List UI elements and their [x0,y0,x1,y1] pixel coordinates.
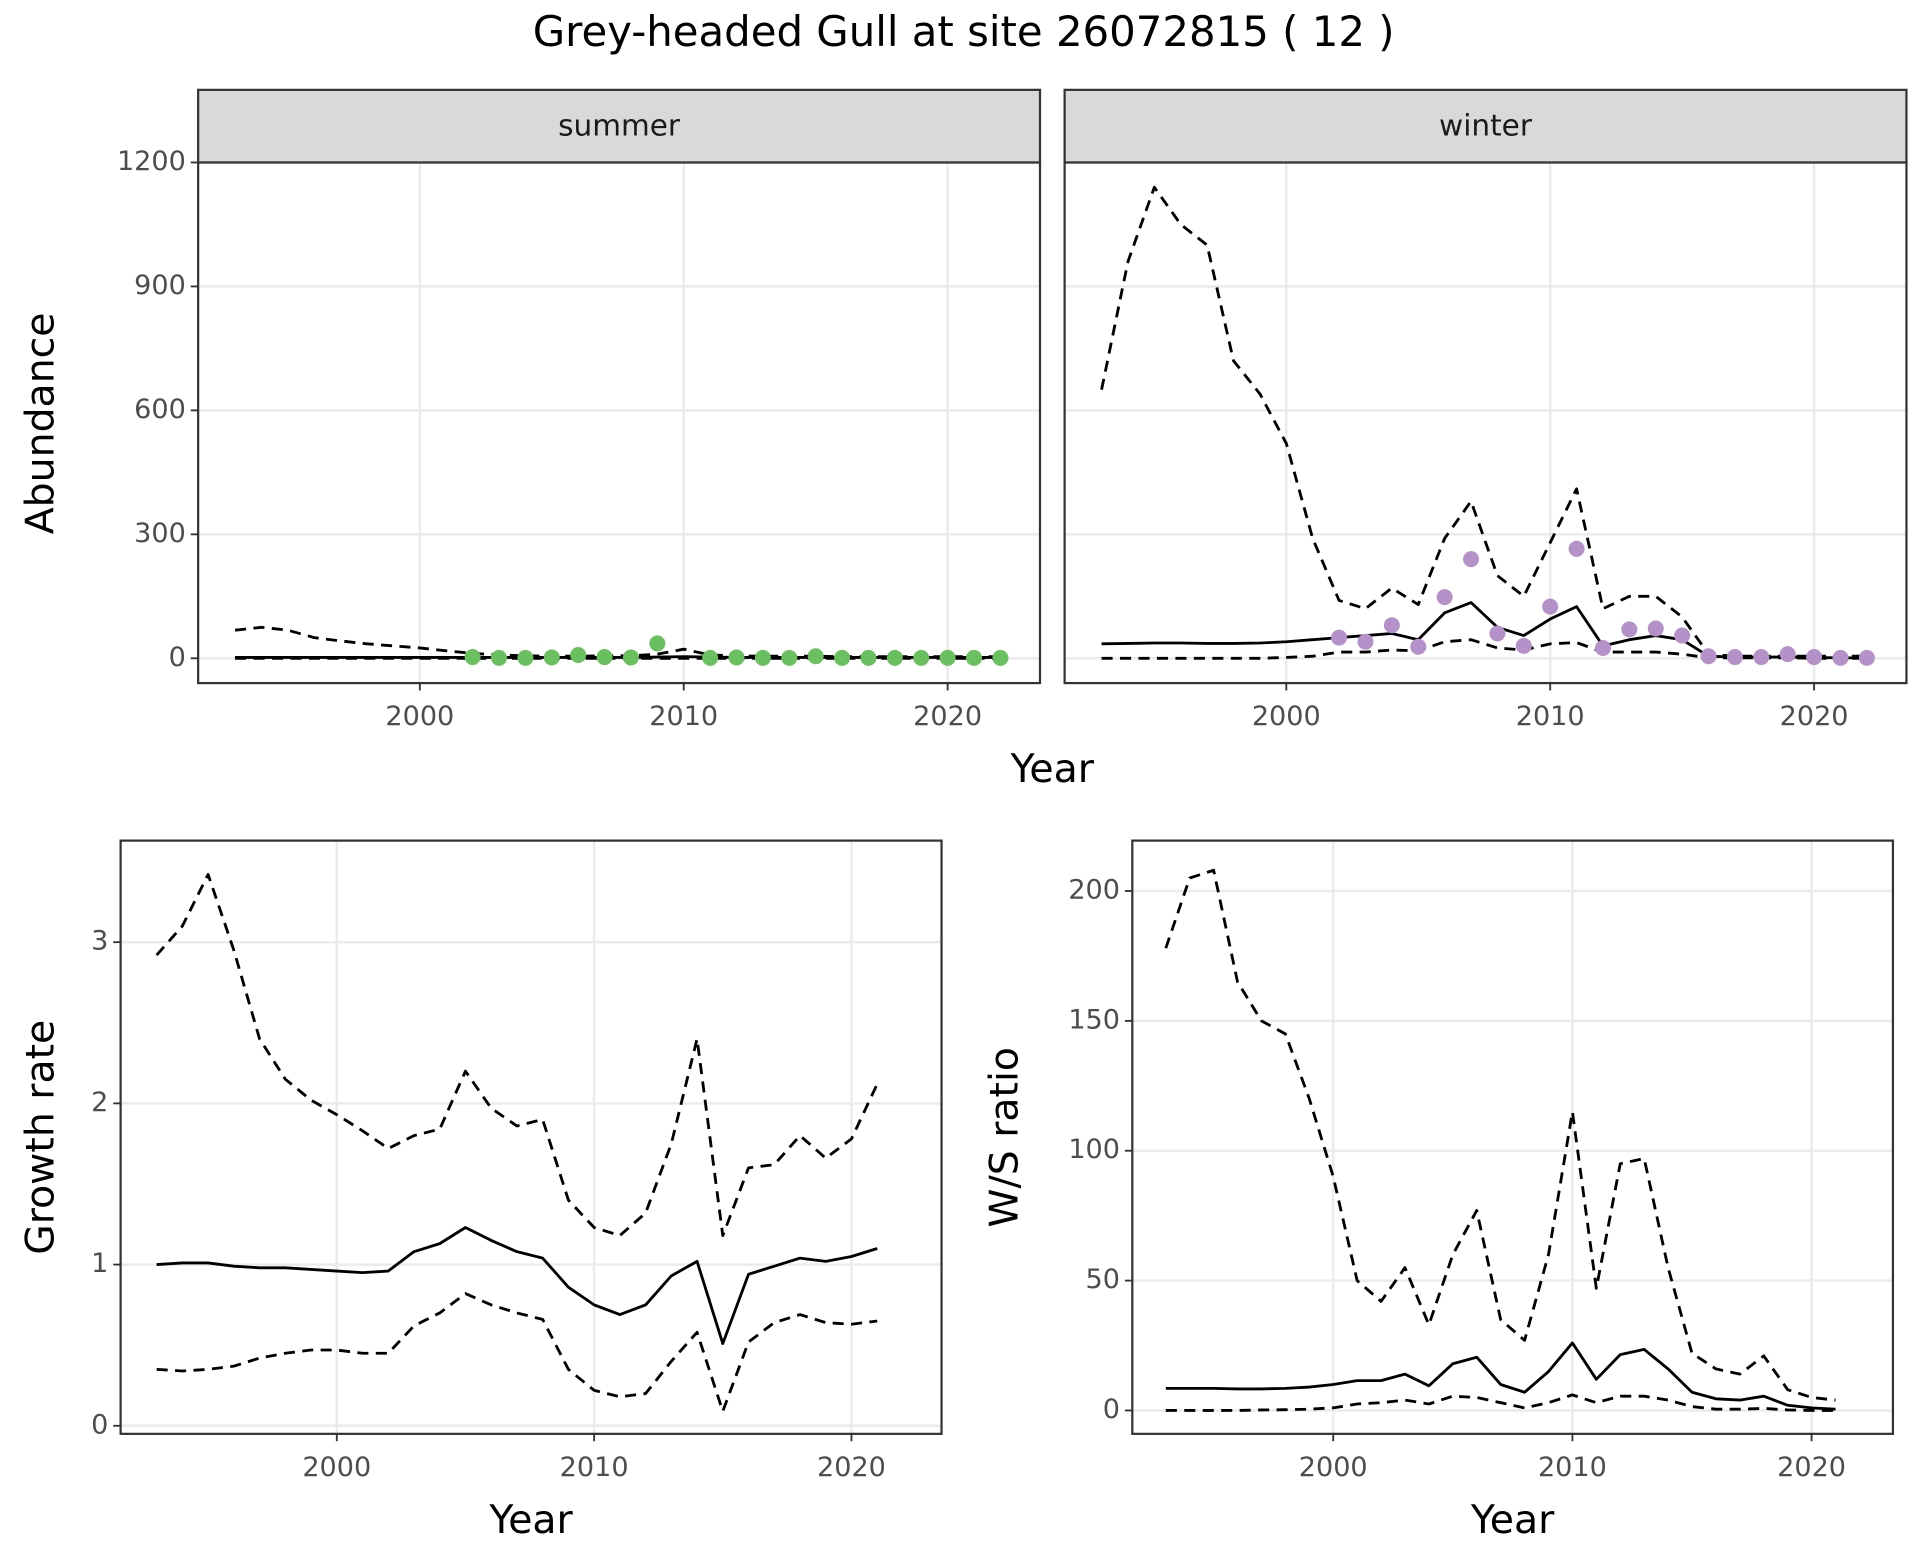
data-point [1726,649,1743,666]
strip [1063,88,1908,164]
y-axis-title: W/S ratio [981,1047,1027,1228]
data-point [1463,551,1480,568]
panel-background [1132,840,1893,1434]
x-tick-label: 2010 [1516,701,1585,732]
data-point [1357,633,1374,650]
strip [197,88,1042,164]
y-tick-label: 300 [134,518,186,549]
panel-background [1064,162,1907,684]
bound-line [156,1292,878,1413]
y-tick-label: 0 [91,1409,108,1440]
y-tick-label: 0 [1103,1394,1120,1425]
x-tick-label: 2020 [817,1452,886,1483]
data-point [1542,598,1559,615]
data-point [992,649,1009,666]
data-point [966,649,983,666]
data-point [570,646,587,663]
y-tick-label: 1 [91,1248,108,1279]
x-tick-label: 2010 [1538,1452,1607,1483]
x-tick-label: 2000 [385,701,454,732]
data-point [1753,649,1770,666]
panel-border [1131,839,1895,1435]
data-point [464,649,481,666]
data-point [939,649,956,666]
y-tick-label: 600 [134,394,186,425]
data-point [1674,627,1691,644]
data-point [886,649,903,666]
data-point [622,649,639,666]
strip-label: winter [1439,108,1533,142]
data-point [1331,629,1348,646]
x-tick-label: 2010 [649,701,718,732]
data-point [517,649,534,666]
data-point [491,649,508,666]
y-tick-label: 150 [1068,1004,1120,1035]
data-point [1779,646,1796,663]
x-tick-label: 2000 [1299,1452,1368,1483]
y-tick-label: 0 [169,642,186,673]
y-axis-title: Growth rate [18,1020,64,1255]
x-tick-label: 2020 [913,701,982,732]
bound-line [1100,185,1867,658]
data-point [1383,617,1400,634]
data-point [834,649,851,666]
data-point [596,649,613,666]
data-point [1806,649,1823,666]
y-tick-label: 900 [134,270,186,301]
x-tick-label: 2000 [302,1452,371,1483]
y-tick-label: 100 [1068,1134,1120,1165]
data-point [1489,625,1506,642]
data-point [543,649,560,666]
data-point [1832,649,1849,666]
y-tick-label: 200 [1068,875,1120,906]
data-point [1568,540,1585,557]
data-point [1700,648,1717,665]
x-tick-label: 2020 [1780,701,1849,732]
x-axis-title: Year [488,1497,573,1543]
bound-line [155,873,879,1237]
data-point [1647,620,1664,637]
panel-background [120,840,942,1434]
data-point [1436,589,1453,606]
data-point [702,649,719,666]
data-point [807,648,824,665]
y-tick-label: 1200 [117,146,186,177]
data-point [860,649,877,666]
bound-line [234,625,1001,659]
x-tick-label: 2010 [560,1452,629,1483]
data-point [1515,637,1532,654]
estimate-line [1165,1341,1836,1411]
y-tick-label: 3 [91,926,108,957]
x-tick-label: 2020 [1777,1452,1846,1483]
data-point [1621,621,1638,638]
bound-line [1164,868,1836,1402]
data-point [649,635,666,652]
y-tick-label: 50 [1086,1264,1120,1295]
data-point [781,649,798,666]
estimate-line [235,655,1001,659]
data-point [1858,649,1875,666]
y-axis-title: Abundance [18,312,64,534]
estimate-line [156,1226,878,1345]
chart-title: Grey-headed Gull at site 26072815 ( 12 ) [533,7,1395,56]
strip-label: summer [558,108,681,142]
data-point [1594,639,1611,656]
panel-border [119,839,943,1435]
data-point [1410,638,1427,655]
x-axis-title: Year [1010,746,1095,792]
panel-background [198,162,1041,684]
data-point [754,649,771,666]
x-axis-title: Year [1470,1497,1555,1543]
data-point [913,649,930,666]
x-tick-label: 2000 [1252,701,1321,732]
data-point [728,649,745,666]
bound-line [1165,1393,1836,1412]
y-tick-label: 2 [91,1087,108,1118]
